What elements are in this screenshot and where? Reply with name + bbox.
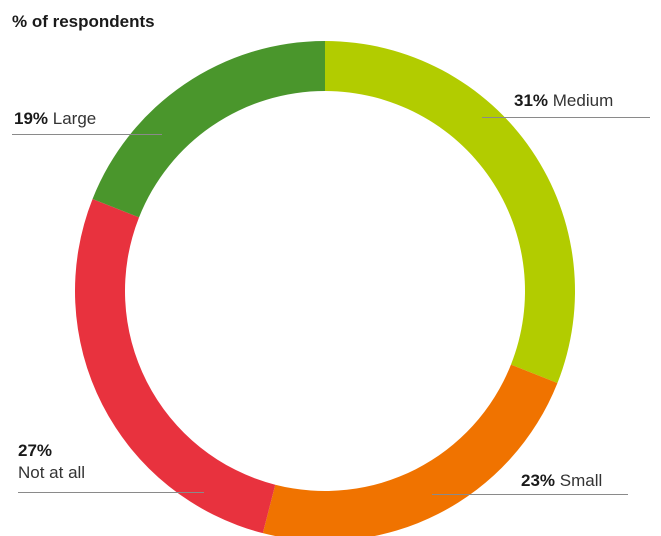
data-label-medium-value: 31% — [514, 91, 549, 110]
leader-line-not-at-all — [18, 492, 204, 493]
data-label-not-at-all-category: Not at all — [18, 463, 86, 482]
data-label-small-value: 23% — [521, 471, 556, 490]
data-label-not-at-all: 27% Not at all — [18, 440, 85, 484]
donut-slice-not-at-all — [75, 198, 276, 534]
data-label-large: 19% Large — [14, 108, 96, 130]
leader-line-medium — [482, 117, 650, 118]
chart-title: % of respondents — [12, 12, 155, 31]
donut-slice-medium — [325, 41, 575, 384]
data-label-not-at-all-value: 27% — [18, 441, 53, 460]
data-label-large-value: 19% — [14, 109, 49, 128]
data-label-small-category: Small — [559, 471, 603, 490]
leader-line-small — [432, 494, 628, 495]
donut-slice-small — [262, 364, 558, 536]
data-label-small: 23% Small — [521, 470, 602, 492]
data-label-large-category: Large — [52, 109, 97, 128]
donut-slice-large — [92, 41, 325, 218]
leader-line-large — [12, 134, 162, 135]
data-label-medium-category: Medium — [552, 91, 614, 110]
data-label-medium: 31% Medium — [514, 90, 613, 112]
